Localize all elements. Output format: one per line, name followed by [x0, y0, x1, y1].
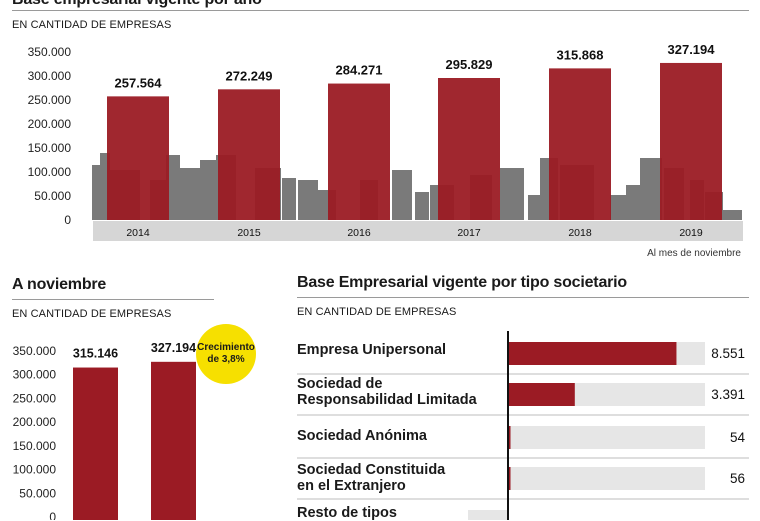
type-row-label-line2: Responsabilidad Limitada [297, 392, 477, 408]
type-row-label: Resto de tipos [297, 505, 397, 521]
type-bar-fill [508, 467, 511, 490]
top-x-tick-label: 2015 [237, 227, 261, 239]
skyline-building [282, 178, 296, 220]
top-x-tick-label: 2018 [568, 227, 592, 239]
november-y-tick-label: 350.000 [13, 344, 57, 358]
top-x-tick-label: 2019 [679, 227, 703, 239]
type-row-label: Sociedad Anónima [297, 428, 427, 444]
top-bar-2019 [660, 62, 722, 220]
type-title-rule [297, 297, 749, 298]
november-y-tick-label: 0 [49, 510, 56, 520]
top-y-tick-label: 0 [64, 213, 71, 227]
type-chart-title: Base Empresarial vigente por tipo societ… [297, 274, 627, 291]
growth-badge-line2: de 3,8% [207, 354, 245, 365]
type-bar-value-label: 8.551 [711, 346, 745, 361]
top-chart-subtitle: EN CANTIDAD DE EMPRESAS [12, 19, 172, 31]
type-row-label-line1: Resto de tipos [297, 505, 397, 521]
yearly-bar-chart: 257.564 272.249 284.271 295.829 315.868 327.1… [28, 42, 743, 259]
top-bar-value-label: 272.249 [226, 68, 273, 83]
skyline-building [166, 155, 180, 220]
skyline-building [528, 195, 542, 220]
november-y-tick-label: 100.000 [13, 463, 57, 477]
top-bar-value-label: 284.271 [336, 63, 383, 78]
skyline-building [298, 180, 318, 220]
chart-footnote: Al mes de noviembre [647, 248, 741, 259]
type-bar-track [508, 426, 705, 449]
skyline-building [178, 168, 200, 220]
november-bar-value-label: 327.194 [151, 341, 196, 355]
type-row-label-line1: Empresa Unipersonal [297, 342, 447, 358]
type-bar-value-label: 56 [730, 471, 745, 486]
growth-badge-line1: Crecimiento [197, 342, 255, 353]
top-y-tick-label: 100.000 [28, 165, 72, 179]
growth-badge: Crecimiento de 3,8% [196, 324, 256, 384]
november-bar-2019 [151, 361, 196, 520]
type-bar-fill [508, 383, 575, 406]
november-bar-2018 [73, 367, 118, 520]
top-bar-2014 [107, 96, 169, 220]
november-title-rule [12, 299, 214, 300]
november-bar-value-label: 315.146 [73, 347, 118, 361]
skyline-building [392, 170, 412, 220]
top-y-tick-label: 50.000 [34, 189, 71, 203]
november-chart-subtitle: EN CANTIDAD DE EMPRESAS [12, 308, 172, 320]
skyline-building [722, 210, 742, 220]
skyline-building [100, 153, 110, 220]
top-x-tick-label: 2014 [126, 227, 150, 239]
top-bar-value-label: 315.868 [557, 47, 604, 62]
type-row-label: Empresa Unipersonal [297, 342, 446, 358]
skyline-building [415, 192, 429, 220]
november-y-tick-label: 50.000 [19, 486, 56, 500]
type-chart-subtitle: EN CANTIDAD DE EMPRESAS [297, 306, 457, 318]
top-title-rule [12, 10, 749, 11]
skyline-building [500, 168, 524, 220]
top-x-tick-label: 2016 [347, 227, 371, 239]
type-row-label: Sociedad de Responsabilidad Limitada [297, 376, 477, 408]
skyline-building [610, 195, 626, 220]
type-row-label-line2: en el Extranjero [297, 478, 406, 494]
year-axis-band [93, 221, 743, 241]
november-y-tick-label: 200.000 [13, 415, 57, 429]
type-bar-fill [508, 426, 511, 449]
top-bar-2015 [218, 89, 280, 220]
type-row-label-line1: Sociedad Anónima [297, 428, 427, 444]
november-y-tick-label: 250.000 [13, 391, 57, 405]
top-bar-2017 [438, 78, 500, 221]
top-bar-value-label: 257.564 [115, 75, 163, 90]
top-y-tick-label: 150.000 [28, 141, 72, 155]
type-bar-value-label: 54 [730, 430, 746, 445]
top-y-tick-label: 350.000 [28, 45, 72, 59]
november-y-tick-label: 300.000 [13, 368, 57, 382]
skyline-building [200, 160, 218, 220]
november-y-tick-label: 150.000 [13, 439, 57, 453]
november-chart-title: A noviembre [12, 276, 107, 293]
top-bar-value-label: 327.194 [668, 42, 716, 57]
type-bar-fill [508, 342, 677, 365]
skyline-building [626, 185, 640, 220]
november-bar-chart: 315.146 327.194 0 50.000 100.000 150.000 200.… [13, 341, 196, 520]
top-bar-2016 [328, 83, 390, 220]
top-y-tick-label: 250.000 [28, 93, 72, 107]
type-row-label-line1: Sociedad Constituida [297, 462, 446, 478]
top-bar-2018 [549, 68, 611, 220]
top-chart-title: Base empresarial vigente por año [12, 0, 262, 9]
skyline-building [640, 158, 662, 220]
type-row-label-line1: Sociedad de [297, 376, 383, 392]
top-y-tick-label: 300.000 [28, 69, 72, 83]
type-bar-track [468, 510, 508, 520]
top-x-tick-label: 2017 [457, 227, 481, 239]
type-bar-track [508, 467, 705, 490]
top-y-tick-label: 200.000 [28, 117, 72, 131]
top-bar-value-label: 295.829 [446, 57, 493, 72]
type-bar-value-label: 3.391 [711, 387, 745, 402]
type-row-label: Sociedad Constituida en el Extranjero [297, 462, 445, 494]
